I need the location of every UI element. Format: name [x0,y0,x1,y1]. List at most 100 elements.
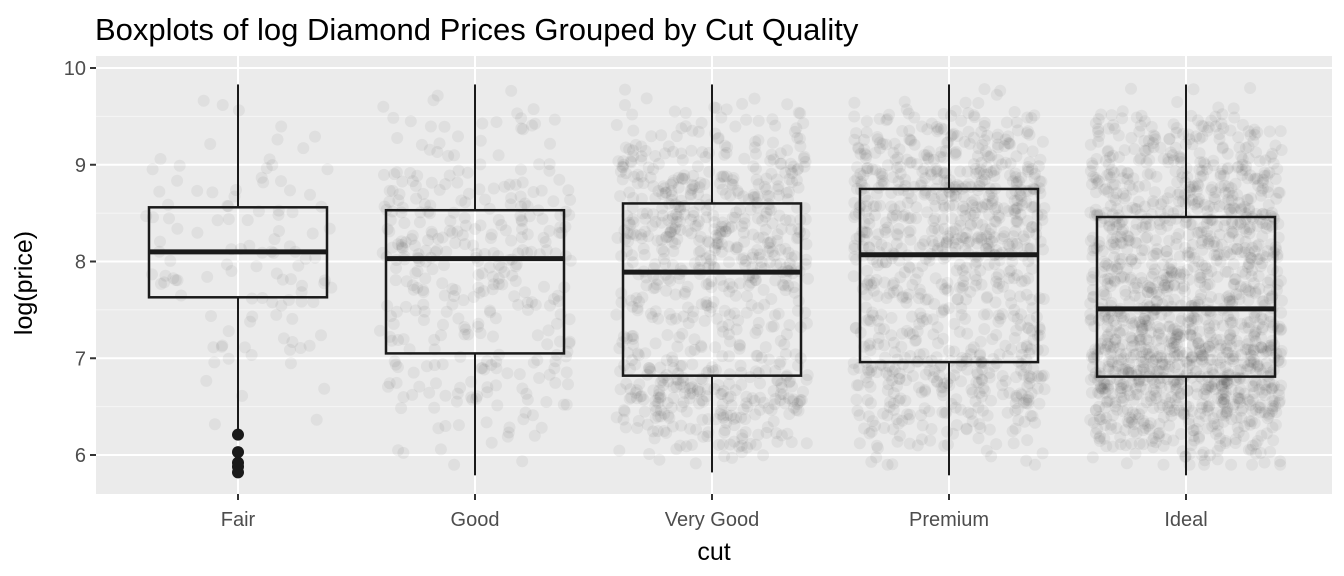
jitter-point [752,231,765,244]
jitter-point [863,427,876,440]
jitter-point [991,138,1004,151]
jitter-point [969,279,982,292]
jitter-point [916,260,929,272]
jitter-point [763,353,775,366]
jitter-point [255,171,268,184]
jitter-point [768,249,781,262]
jitter-point [715,220,728,233]
jitter-point [760,172,773,185]
jitter-point [695,341,708,354]
jitter-point [960,293,973,306]
jitter-point [560,398,573,411]
jitter-point [672,181,685,194]
jitter-point [953,258,966,271]
jitter-point [692,215,705,228]
jitter-point [1098,273,1111,286]
jitter-point [616,173,629,186]
jitter-point [273,225,285,237]
jitter-point [1194,276,1207,289]
jitter-point [973,349,986,362]
jitter-point [794,394,807,406]
jitter-point [1012,175,1025,188]
jitter-point [957,190,970,203]
jitter-point [723,277,736,290]
jitter-point [1262,186,1275,199]
jitter-point [1232,426,1245,439]
jitter-point [693,246,705,259]
jitter-point [749,135,762,148]
jitter-point [1240,363,1253,376]
jitter-point [1105,171,1117,184]
jitter-point [747,188,760,201]
jitter-point [1198,458,1211,471]
jitter-point [1178,285,1191,298]
jitter-point [886,211,899,224]
jitter-point [1100,378,1113,390]
jitter-point [1156,355,1169,368]
jitter-point [666,221,679,234]
jitter-point [1133,437,1146,450]
jitter-point [860,205,873,218]
jitter-point [1199,410,1212,423]
jitter-point [953,325,966,338]
jitter-point [881,221,894,234]
jitter-point [1022,397,1035,410]
jitter-point [436,358,449,371]
jitter-point [670,443,683,456]
jitter-point [398,217,411,229]
jitter-point [896,291,909,304]
jitter-point [651,425,664,438]
jitter-point [1181,263,1194,276]
jitter-point [487,330,499,343]
jitter-point [1035,175,1048,188]
jitter-point [866,306,879,319]
jitter-point [874,136,886,149]
jitter-point [527,186,540,198]
box-good [384,84,566,476]
jitter-point [684,345,697,358]
jitter-point [1251,172,1264,185]
jitter-point [1149,436,1162,449]
jitter-point [1203,353,1216,366]
jitter-point [409,267,422,280]
jitter-point [1100,182,1113,195]
jitter-point [1183,359,1196,372]
jitter-point [970,274,983,286]
jitter-point [1107,236,1120,249]
jitter-point [886,209,899,222]
jitter-point [652,185,665,197]
jitter-point [481,386,494,399]
jitter-point [869,209,881,222]
jitter-point [1165,405,1178,418]
jitter-point [1014,208,1027,221]
jitter-point [950,419,963,432]
jitter-point [866,415,879,428]
jitter-point [642,230,655,243]
jitter-point [295,295,308,308]
jitter-point [960,423,973,436]
jitter-point [1115,382,1128,395]
jitter-point [719,424,731,437]
jitter-point [785,436,798,449]
jitter-point [432,422,445,435]
jitter-point [661,329,674,341]
jitter-point [750,365,762,378]
jitter-point [947,225,960,238]
jitter-point [783,376,796,389]
jitter-point [1139,220,1152,233]
jitter-point [990,275,1003,288]
jitter-point [718,450,731,463]
jitter-point [1183,250,1196,263]
jitter-point [872,331,885,344]
jitter-point [1193,132,1206,145]
jitter-point [678,387,691,399]
jitter-point [1269,172,1282,185]
jitter-point [487,247,500,259]
jitter-point [1210,333,1223,346]
jitter-point [1023,370,1036,382]
jitter-point [894,160,907,173]
jitter-point [943,200,956,212]
jitter-point [769,309,781,322]
jitter-point [896,414,909,427]
jitter-point [1275,323,1288,336]
